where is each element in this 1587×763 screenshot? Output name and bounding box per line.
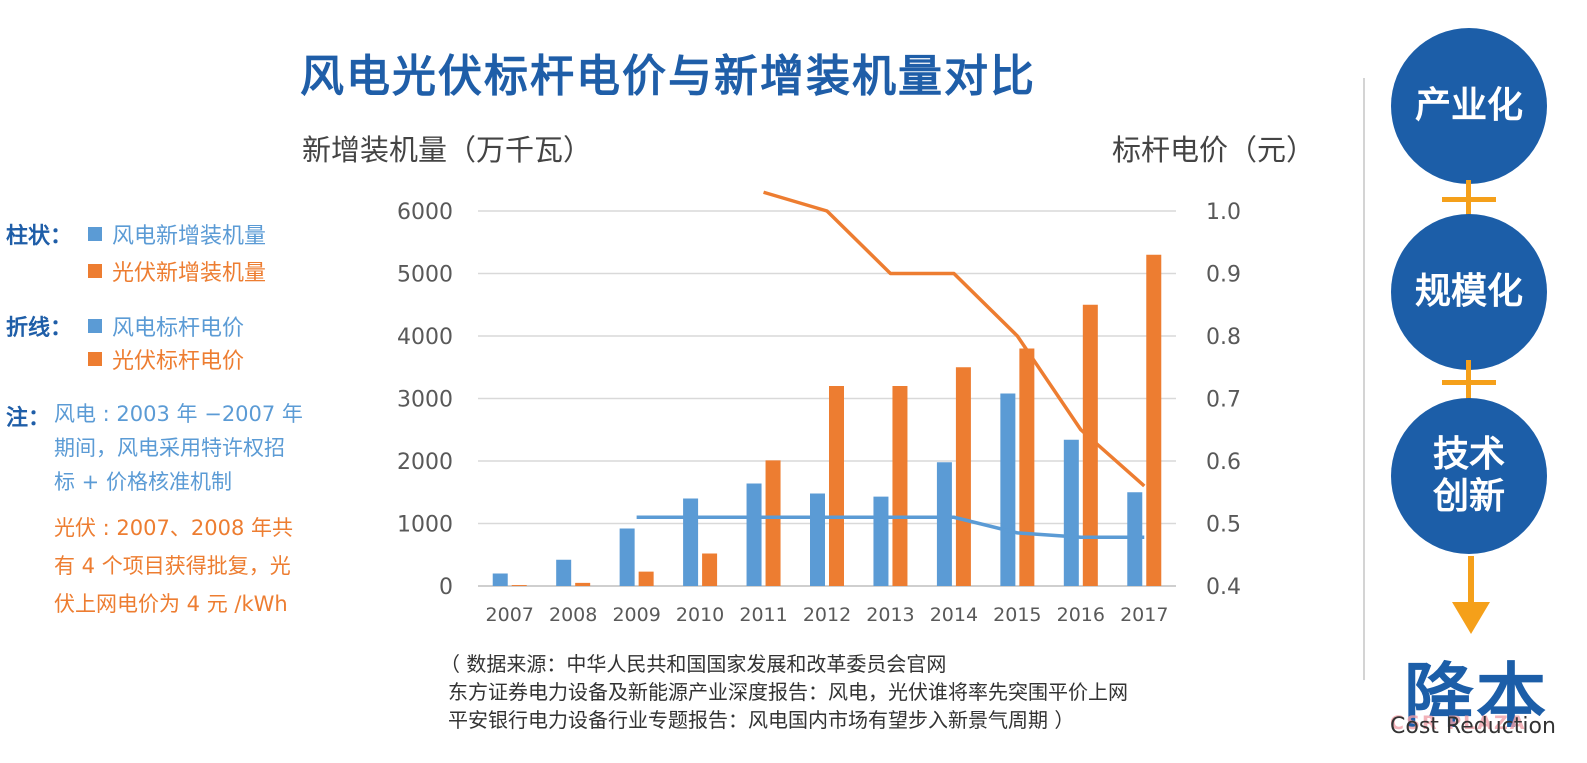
note-line: 伏上网电价为 4 元 /kWh (54, 592, 288, 616)
result-subtitle: Cost Reduction (1390, 714, 1556, 739)
bar-pv-2008 (575, 582, 591, 586)
pv-swatch (88, 264, 102, 278)
y-left-tick-label: 4000 (397, 325, 453, 350)
arrow-down-icon (1452, 556, 1490, 634)
x-tick-label: 2008 (549, 604, 597, 626)
legend-bars-head: 柱状： (6, 224, 73, 249)
data-source: （ 数据来源：中华人民共和国国家发展和改革委员会官网 东方证券电力设备及新能源产… (440, 650, 1128, 734)
legend-line-wind: 折线： 风电标杆电价 (6, 310, 244, 342)
bar-wind-2010 (683, 498, 699, 586)
bar-series (492, 254, 1162, 586)
note-line: 有 4 个项目获得批复，光 (54, 554, 291, 578)
chart-title: 风电光伏标杆电价与新增装机量对比 (300, 51, 1036, 102)
x-tick-label: 2013 (866, 604, 914, 626)
wind-swatch (88, 319, 102, 333)
bar-pv-2011 (765, 460, 781, 586)
legend-label: 风电标杆电价 (112, 316, 245, 341)
x-tick-label: 2016 (1057, 604, 1105, 626)
step-scale: 规模化 (1391, 214, 1547, 370)
bar-wind-2013 (873, 496, 889, 586)
bar-pv-2010 (702, 553, 718, 586)
x-tick-label: 2015 (993, 604, 1041, 626)
note-head-row: 注： (6, 400, 54, 432)
y-right-tick-label: 0.7 (1206, 388, 1241, 413)
divider (1363, 78, 1365, 680)
bar-wind-2014 (936, 462, 952, 586)
y-left-tick-label: 0 (439, 575, 453, 600)
y-right-tick-label: 0.9 (1206, 263, 1241, 288)
y-right-tick-label: 0.6 (1206, 450, 1241, 475)
source-line: 东方证券电力设备及新能源产业深度报告：风电，光伏谁将率先突围平价上网 (448, 680, 1128, 704)
y-axis-right-title: 标杆电价（元） (1112, 133, 1316, 167)
axis-labels: 0 1000 2000 3000 4000 5000 6000 0.4 0.5 0.6 0.7 0.8… (397, 200, 1241, 626)
bar-wind-2012 (810, 493, 825, 586)
legend-bar-pv: 光伏新增装机量 (88, 255, 266, 287)
bar-pv-2013 (892, 386, 908, 586)
bar-pv-2016 (1082, 304, 1098, 586)
bar-pv-2015 (1019, 348, 1035, 586)
x-tick-label: 2012 (803, 604, 851, 626)
bar-pv-2009 (638, 571, 654, 586)
note-pv: 光伏 : 2007、2008 年共 有 4 个项目获得批复，光 伏上网电价为 4… (54, 509, 293, 623)
step-innovation: 技术 创新 (1391, 398, 1547, 554)
bar-pv-2012 (829, 386, 844, 586)
result-label: 降本 (1404, 655, 1548, 737)
legend-label: 光伏标杆电价 (112, 349, 245, 374)
step-industrialization: 产业化 (1391, 28, 1547, 184)
y-left-tick-label: 3000 (397, 388, 453, 413)
y-left-tick-label: 1000 (397, 513, 453, 538)
y-right-tick-label: 0.4 (1206, 575, 1241, 600)
legend-label: 光伏新增装机量 (112, 261, 267, 286)
note-head: 注： (6, 406, 51, 431)
x-tick-label: 2007 (486, 604, 534, 626)
wind-swatch (88, 227, 102, 241)
note-line: 风电 : 2003 年 −2007 年 (54, 402, 303, 426)
plus-icon-bar (1442, 197, 1496, 202)
bar-wind-2008 (556, 559, 572, 586)
y-left-tick-label: 5000 (397, 263, 453, 288)
source-line: 平安银行电力设备行业专题报告：风电国内市场有望步入新景气周期 ） (448, 708, 1075, 732)
x-tick-label: 2014 (930, 604, 978, 626)
note-wind: 风电 : 2003 年 −2007 年 期间，风电采用特许权招 标 + 价格核准… (54, 397, 303, 499)
legend-label: 风电新增装机量 (112, 224, 267, 249)
bar-pv-2007 (511, 585, 527, 586)
bar-wind-2015 (1000, 393, 1016, 586)
y-left-tick-label: 2000 (397, 450, 453, 475)
line-pv-price (763, 190, 1146, 488)
x-tick-label: 2011 (739, 604, 787, 626)
bar-wind-2016 (1063, 439, 1079, 586)
x-tick-label: 2010 (676, 604, 724, 626)
bar-pv-2017 (1146, 254, 1162, 586)
watermark-logo: CSR PLAZA (1390, 712, 1527, 734)
bar-pv-2014 (955, 367, 971, 586)
line-series (636, 190, 1146, 539)
x-tick-label: 2009 (612, 604, 660, 626)
legend-line-pv: 光伏标杆电价 (88, 343, 244, 375)
note-line: 光伏 : 2007、2008 年共 (54, 516, 293, 540)
legend-lines-head: 折线： (6, 316, 73, 341)
bar-wind-2007 (492, 573, 508, 586)
y-right-tick-label: 1.0 (1206, 200, 1241, 225)
note-line: 期间，风电采用特许权招 (54, 436, 285, 460)
line-wind-price (636, 515, 1145, 539)
note-line: 标 + 价格核准机制 (54, 470, 232, 494)
y-left-tick-label: 6000 (397, 200, 453, 225)
y-right-tick-label: 0.5 (1206, 513, 1241, 538)
plus-icon-bar (1442, 380, 1496, 385)
bar-wind-2017 (1127, 492, 1143, 586)
bar-wind-2009 (619, 528, 635, 586)
y-axis-left-title: 新增装机量（万千瓦） (302, 133, 593, 167)
x-tick-label: 2017 (1120, 604, 1168, 626)
bar-wind-2011 (746, 483, 762, 586)
pv-swatch (88, 352, 102, 366)
source-line: （ 数据来源：中华人民共和国国家发展和改革委员会官网 (440, 652, 947, 676)
y-right-tick-label: 0.8 (1206, 325, 1241, 350)
legend-bar-wind: 柱状： 风电新增装机量 (6, 218, 266, 250)
